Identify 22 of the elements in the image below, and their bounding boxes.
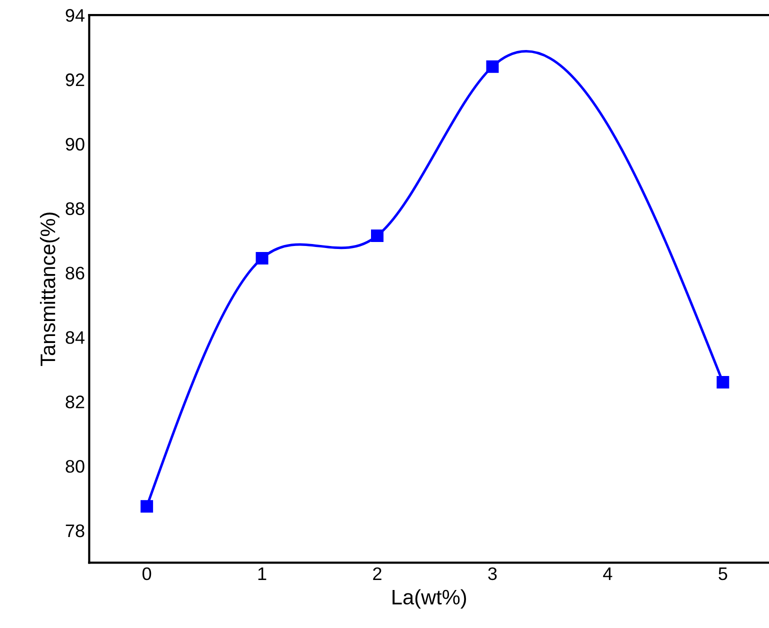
y-tick-label: 80 [66, 460, 84, 473]
point [486, 60, 499, 73]
y-tick-label: 90 [66, 138, 84, 151]
x-tick-label: 3 [488, 567, 497, 580]
x-tick-label: 0 [142, 567, 152, 580]
point [256, 252, 268, 265]
point [140, 500, 154, 513]
y-tick-label: 82 [66, 396, 84, 408]
x-tick-label: 2 [373, 567, 382, 580]
y-tick-label: 94 [66, 9, 85, 22]
x-tick-label: 1 [258, 568, 266, 580]
point [716, 376, 730, 389]
x-tick-label: 5 [718, 568, 728, 580]
y-axis-title: Tansmittance(%) [40, 212, 60, 366]
y-tick-label: 92 [66, 73, 84, 86]
y-tick-label: 78 [66, 524, 84, 538]
x-tick-label: 4 [603, 568, 612, 580]
x-axis-title: La(wt%) [392, 589, 466, 609]
y-tick-label: 84 [66, 331, 85, 344]
point [371, 229, 384, 242]
y-tick-label: 86 [66, 266, 84, 280]
y-tick-label: 88 [66, 202, 84, 216]
